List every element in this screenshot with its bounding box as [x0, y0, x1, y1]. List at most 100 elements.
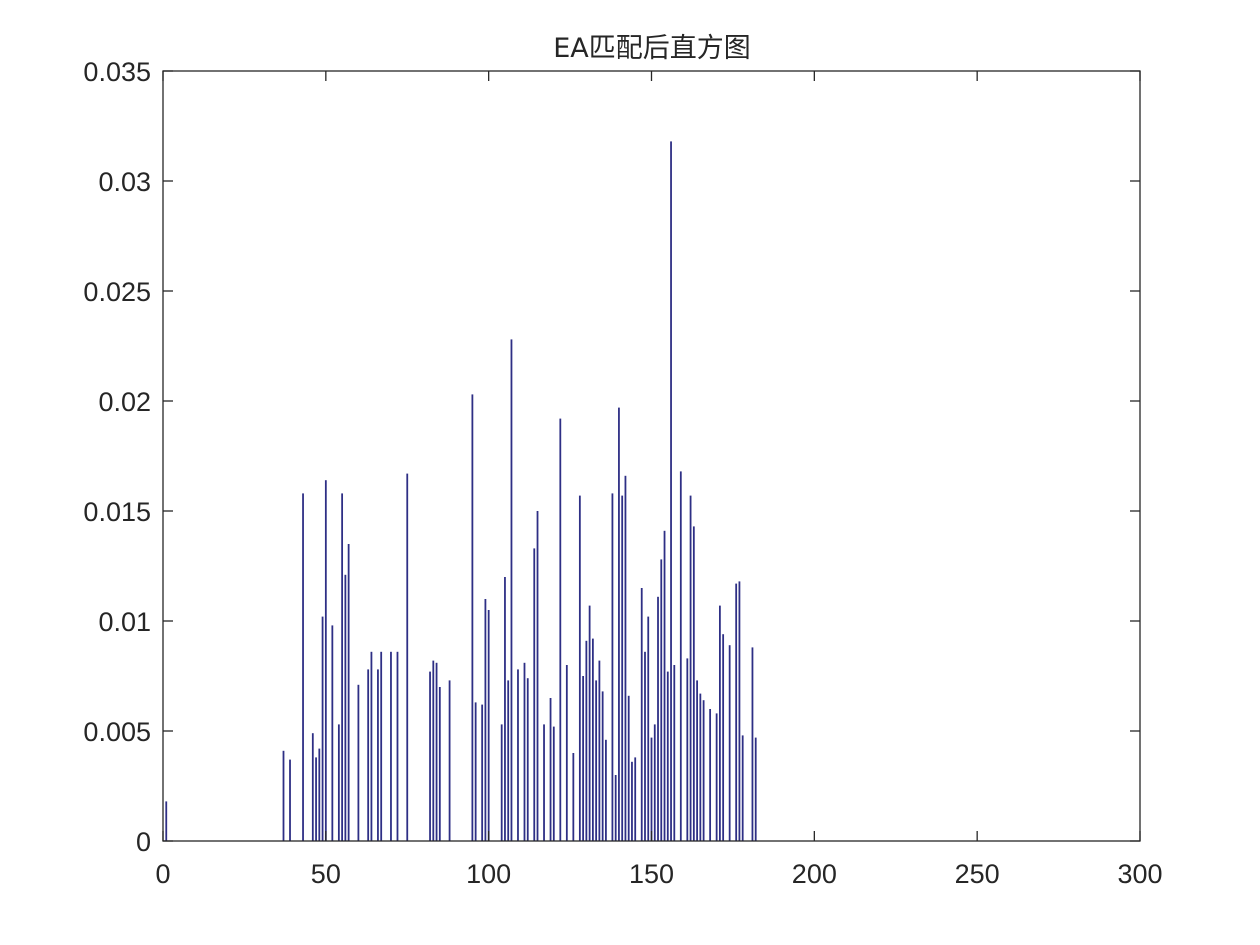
histogram-bar [621, 495, 624, 841]
chart-title: EA匹配后直方图 [553, 33, 751, 64]
histogram-bar [702, 700, 705, 841]
histogram-bar [722, 634, 725, 841]
histogram-bar [670, 141, 672, 841]
x-tick-label: 150 [629, 859, 674, 889]
histogram-bar [484, 599, 487, 841]
histogram-bar [585, 640, 588, 841]
histogram-bar [588, 605, 591, 841]
x-tick-label: 100 [466, 859, 511, 889]
histogram-bar [474, 702, 477, 841]
histogram-bar [653, 724, 656, 841]
histogram-bar [663, 530, 666, 841]
histogram-bar [390, 651, 392, 841]
histogram-bar [500, 724, 503, 841]
histogram-bar [660, 559, 663, 841]
histogram-bar [689, 495, 692, 841]
histogram-bar [526, 678, 529, 841]
histogram-bar [282, 750, 285, 841]
x-tick-label: 0 [155, 859, 170, 889]
histogram-bar [318, 748, 321, 841]
y-axis: 0 0.005 0.01 0.015 0.02 0.025 0.03 0.035 [83, 57, 1140, 857]
histogram-bar [481, 704, 484, 841]
histogram-bar [754, 737, 757, 841]
histogram-bar [429, 671, 431, 841]
histogram-bar [696, 680, 698, 841]
histogram-bar [552, 726, 555, 841]
histogram-bar [699, 693, 702, 841]
histogram-bar [337, 724, 340, 841]
histogram-bar [517, 669, 519, 841]
histogram-bar [321, 616, 324, 841]
y-tick-label: 0.03 [98, 167, 151, 197]
histogram-bar [640, 588, 643, 841]
histogram-bar [377, 669, 379, 841]
histogram-bar [728, 645, 731, 841]
histogram-bar [367, 669, 370, 841]
histogram-bar [448, 680, 451, 841]
histogram-bar [565, 665, 568, 841]
histogram-bar [715, 713, 718, 841]
histogram-bar [686, 658, 689, 841]
histogram-bar [370, 651, 373, 841]
histogram-bar [598, 660, 601, 841]
y-tick-label: 0.015 [83, 497, 151, 527]
histogram-bar [549, 698, 552, 841]
y-tick-label: 0.035 [83, 57, 151, 87]
histogram-bar [605, 739, 607, 841]
histogram-bar [627, 695, 630, 841]
histogram-bar [471, 394, 474, 841]
histogram-bar [504, 577, 506, 841]
histogram-bar [634, 757, 637, 841]
histogram-bar [315, 757, 317, 841]
histogram-bar [311, 733, 314, 841]
histogram-bar [692, 526, 695, 841]
histogram-bar [510, 339, 513, 841]
histogram-bar [341, 493, 344, 841]
histogram-bar [324, 480, 327, 841]
x-tick-label: 50 [311, 859, 341, 889]
histogram-bar [572, 753, 575, 841]
histogram-bar [543, 724, 545, 841]
histogram-bar [644, 651, 646, 841]
plot-area-frame [162, 70, 1141, 842]
y-tick-label: 0.025 [83, 277, 151, 307]
histogram-bar [624, 475, 627, 841]
histogram-bar [435, 662, 438, 841]
histogram-bar [344, 574, 347, 841]
histogram-bar [735, 583, 738, 841]
histogram-bar [396, 651, 399, 841]
histogram-bar [347, 544, 350, 841]
y-tick-label: 0.005 [83, 717, 151, 747]
histogram-bar [438, 687, 441, 841]
histogram-bar [523, 662, 526, 841]
histogram-bar [718, 605, 721, 841]
histogram-bar [595, 680, 598, 841]
x-tick-label: 300 [1117, 859, 1162, 889]
x-axis: 0 50 100 150 200 250 300 [155, 71, 1163, 889]
histogram-bar [533, 548, 536, 841]
histogram-bar [647, 616, 650, 841]
histogram-bar [709, 709, 712, 841]
histogram-bar [631, 761, 633, 841]
histogram-bar [578, 495, 581, 841]
histogram-bar [738, 581, 741, 841]
histogram-bar [679, 471, 682, 841]
histogram-bar [618, 407, 620, 841]
histogram-bar [559, 418, 562, 841]
histogram-bar [302, 493, 304, 841]
y-tick-label: 0 [136, 827, 151, 857]
y-tick-label: 0.02 [98, 387, 151, 417]
histogram-bar [380, 651, 383, 841]
y-tick-label: 0.01 [98, 607, 151, 637]
histogram-bar [331, 625, 334, 841]
x-tick-label: 250 [955, 859, 1000, 889]
histogram-bar [357, 684, 360, 841]
histogram-bar [673, 665, 676, 841]
histogram-bar [614, 775, 617, 841]
histogram-bar [741, 735, 744, 841]
histogram-bar [406, 473, 409, 841]
x-tick-label: 200 [792, 859, 837, 889]
histogram-bar [536, 511, 539, 841]
